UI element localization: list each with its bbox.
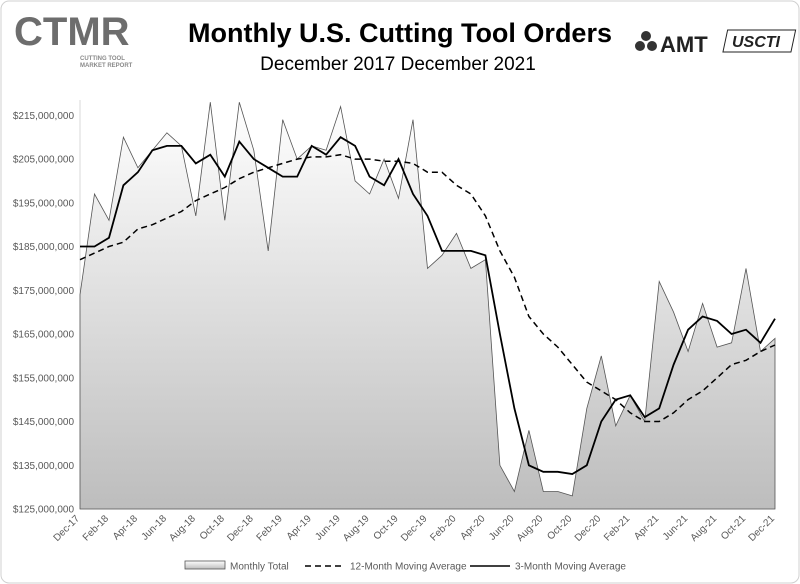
y-tick-label: $185,000,000 xyxy=(13,242,75,253)
chart-subtitle: December 2017 December 2021 xyxy=(260,54,536,75)
y-tick-label: $125,000,000 xyxy=(13,505,75,516)
y-tick-label: $165,000,000 xyxy=(13,330,75,341)
y-tick-label: $145,000,000 xyxy=(13,417,75,428)
logo-uscti-box xyxy=(722,29,797,53)
legend-label: Monthly Total xyxy=(230,562,289,573)
y-tick-label: $195,000,000 xyxy=(13,198,75,209)
line xyxy=(80,136,776,475)
y-tick-label: $175,000,000 xyxy=(13,286,75,297)
logo-ctmr: CTMR xyxy=(14,10,130,54)
logo-ctmr-sub: CUTTING TOOL xyxy=(80,56,125,62)
logo-uscti: USCTI xyxy=(732,34,781,51)
logo-amt: AMT xyxy=(660,32,708,57)
y-tick-label: $205,000,000 xyxy=(13,155,75,166)
logo-ctmr-sub: MARKET REPORT xyxy=(80,63,133,69)
logo-amt-icon xyxy=(635,31,657,51)
line xyxy=(79,153,776,423)
legend-swatch xyxy=(184,560,226,570)
y-tick-label: $155,000,000 xyxy=(13,373,75,384)
chart-title: Monthly U.S. Cutting Tool Orders xyxy=(188,18,612,48)
y-tick-label: $215,000,000 xyxy=(13,111,75,122)
legend-label: 12-Month Moving Average xyxy=(350,562,467,573)
y-tick-label: $135,000,000 xyxy=(13,461,75,472)
legend-label: 3-Month Moving Average xyxy=(515,562,626,573)
